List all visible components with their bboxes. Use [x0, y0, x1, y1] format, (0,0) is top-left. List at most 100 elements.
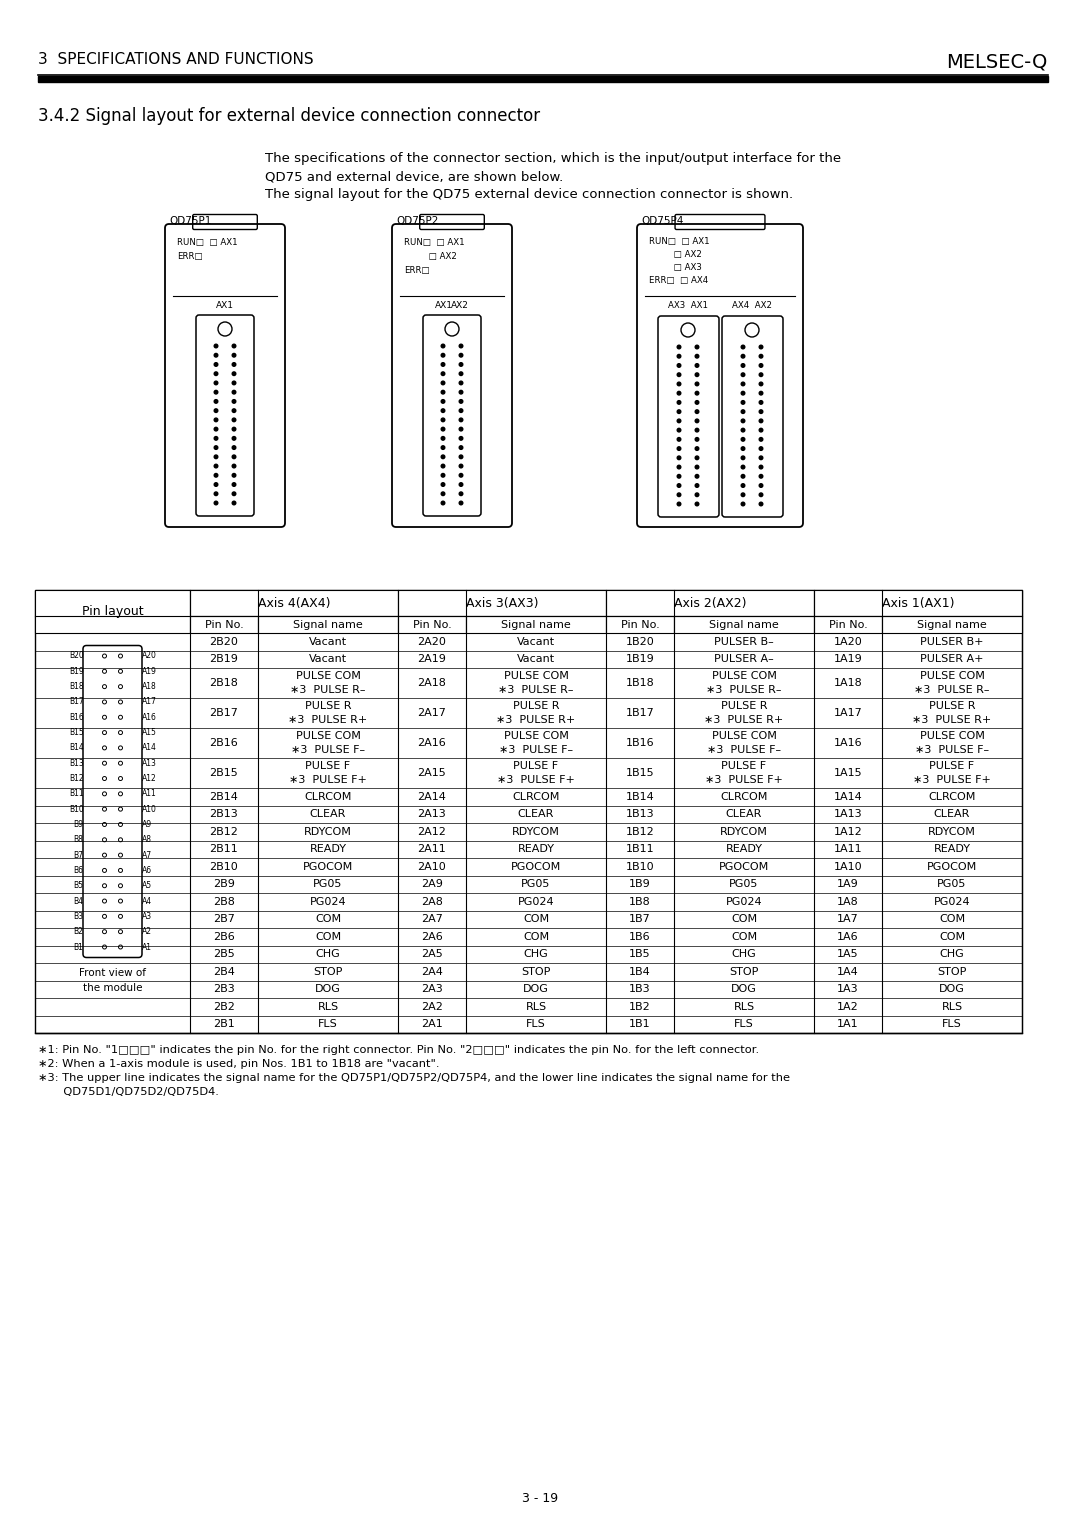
Circle shape: [232, 344, 235, 348]
Text: A13: A13: [141, 759, 157, 767]
Circle shape: [232, 483, 235, 486]
Circle shape: [232, 492, 235, 495]
Circle shape: [232, 400, 235, 403]
Text: COM: COM: [939, 914, 966, 924]
Text: 1B12: 1B12: [625, 827, 654, 837]
Text: Vacant: Vacant: [517, 637, 555, 646]
Circle shape: [459, 446, 463, 449]
Text: PULSE R: PULSE R: [513, 701, 559, 711]
Text: 1A5: 1A5: [837, 949, 859, 960]
Bar: [465, 616, 606, 633]
Circle shape: [696, 419, 699, 423]
Circle shape: [459, 410, 463, 413]
Text: 1B11: 1B11: [625, 845, 654, 854]
Text: CLRCOM: CLRCOM: [720, 792, 768, 802]
Text: QD75D1/QD75D2/QD75D4.: QD75D1/QD75D2/QD75D4.: [38, 1086, 219, 1097]
Text: FLS: FLS: [734, 1019, 754, 1030]
Circle shape: [459, 400, 463, 403]
Text: B10: B10: [69, 805, 83, 813]
Text: 2B20: 2B20: [210, 637, 239, 646]
Text: CLRCOM: CLRCOM: [512, 792, 559, 802]
Circle shape: [759, 364, 762, 367]
Text: MELSEC-Q: MELSEC-Q: [947, 52, 1048, 70]
Text: RDYCOM: RDYCOM: [720, 827, 768, 837]
Text: 1B1: 1B1: [630, 1019, 651, 1030]
Text: ERR□: ERR□: [404, 266, 430, 275]
Text: READY: READY: [933, 845, 971, 854]
Text: RLS: RLS: [318, 1002, 338, 1012]
Text: PG05: PG05: [729, 879, 758, 889]
Text: STOP: STOP: [729, 967, 758, 976]
Text: 2B16: 2B16: [210, 738, 239, 749]
Circle shape: [214, 400, 218, 403]
Text: RDYCOM: RDYCOM: [512, 827, 559, 837]
Text: PULSER A–: PULSER A–: [714, 654, 774, 665]
Circle shape: [459, 390, 463, 394]
Text: 1A6: 1A6: [837, 932, 859, 941]
Circle shape: [759, 475, 762, 478]
Text: The specifications of the connector section, which is the input/output interface: The specifications of the connector sect…: [265, 151, 841, 165]
Text: B2: B2: [73, 927, 83, 937]
Text: □ AX3: □ AX3: [649, 263, 702, 272]
Text: 2A5: 2A5: [421, 949, 443, 960]
Circle shape: [677, 494, 680, 497]
Text: A7: A7: [141, 851, 151, 860]
Text: B4: B4: [73, 897, 83, 906]
Text: PULSE F: PULSE F: [930, 761, 974, 772]
Text: DOG: DOG: [523, 984, 549, 995]
Text: 2B12: 2B12: [210, 827, 239, 837]
Text: AX1: AX1: [216, 301, 234, 310]
Text: A3: A3: [141, 912, 151, 921]
Text: CLEAR: CLEAR: [310, 810, 347, 819]
Text: A9: A9: [141, 821, 151, 830]
Circle shape: [696, 437, 699, 442]
Text: A20: A20: [141, 651, 157, 660]
Circle shape: [759, 410, 762, 414]
Text: 1B19: 1B19: [625, 654, 654, 665]
Text: B1: B1: [73, 943, 83, 952]
Text: QD75P1: QD75P1: [168, 215, 212, 226]
Circle shape: [696, 400, 699, 405]
Text: 2B13: 2B13: [210, 810, 239, 819]
Text: A17: A17: [141, 697, 157, 706]
Circle shape: [759, 419, 762, 423]
Circle shape: [741, 494, 745, 497]
Circle shape: [232, 455, 235, 458]
Text: PULSER B+: PULSER B+: [920, 637, 984, 646]
Bar: [35, 590, 190, 633]
Text: ∗3  PULSE F–: ∗3 PULSE F–: [915, 746, 989, 755]
Circle shape: [759, 391, 762, 394]
Text: RDYCOM: RDYCOM: [928, 827, 976, 837]
Text: QD75 and external device, are shown below.: QD75 and external device, are shown belo…: [265, 170, 564, 183]
Text: Signal name: Signal name: [293, 619, 363, 630]
Circle shape: [214, 390, 218, 394]
Circle shape: [214, 501, 218, 504]
Text: RUN□  □ AX1: RUN□ □ AX1: [404, 238, 464, 248]
Circle shape: [442, 371, 445, 376]
Text: 3.4.2 Signal layout for external device connection connector: 3.4.2 Signal layout for external device …: [38, 107, 540, 125]
Text: 1B4: 1B4: [630, 967, 651, 976]
Circle shape: [741, 503, 745, 506]
Text: AX1: AX1: [435, 301, 453, 310]
Circle shape: [741, 475, 745, 478]
Text: ∗3  PULSE F–: ∗3 PULSE F–: [499, 746, 573, 755]
Circle shape: [677, 391, 680, 394]
Circle shape: [759, 428, 762, 432]
Circle shape: [214, 410, 218, 413]
Circle shape: [677, 475, 680, 478]
Circle shape: [214, 455, 218, 458]
Text: 2B14: 2B14: [210, 792, 239, 802]
Text: ∗3  PULSE F+: ∗3 PULSE F+: [705, 775, 783, 785]
Text: A8: A8: [141, 836, 151, 845]
Text: PULSE R: PULSE R: [305, 701, 351, 711]
Text: AX3  AX1: AX3 AX1: [669, 301, 708, 310]
Text: A1: A1: [141, 943, 151, 952]
Circle shape: [442, 501, 445, 504]
Text: B12: B12: [69, 775, 83, 782]
Circle shape: [696, 446, 699, 451]
Circle shape: [696, 345, 699, 348]
Text: PG024: PG024: [517, 897, 554, 906]
Text: RUN□  □ AX1: RUN□ □ AX1: [649, 237, 710, 246]
Text: B7: B7: [73, 851, 83, 860]
Bar: [399, 590, 606, 616]
